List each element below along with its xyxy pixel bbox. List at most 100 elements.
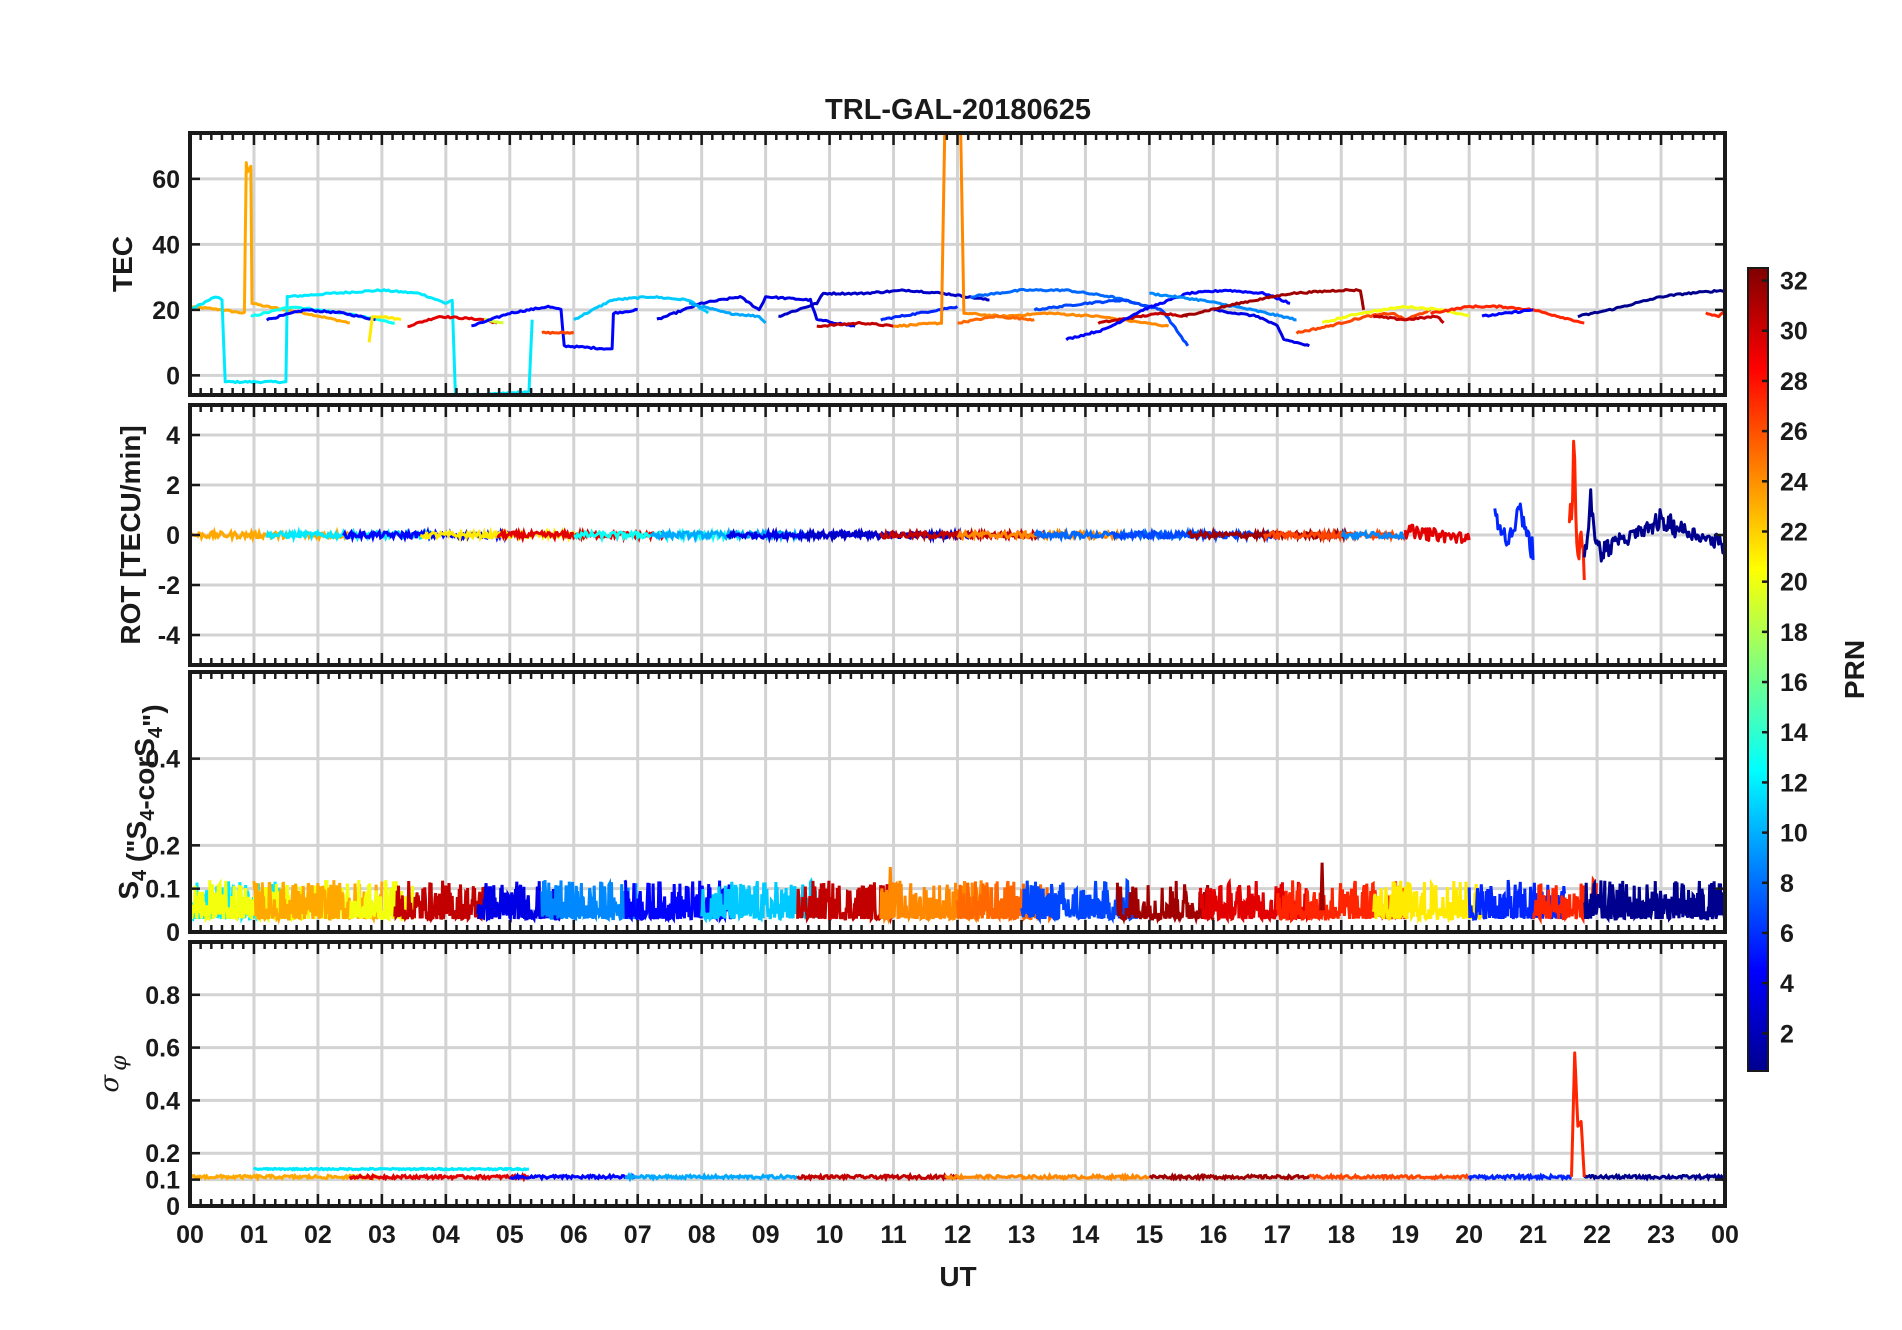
colorbar-tick-label: 18 (1780, 619, 1808, 647)
x-tick-label: 13 (1008, 1221, 1036, 1249)
s4-series-group (190, 862, 1725, 925)
colorbar-tick-label: 28 (1780, 368, 1808, 396)
x-tick-label: 20 (1455, 1221, 1483, 1249)
colorbar-tick-label: 4 (1780, 970, 1794, 998)
y-axis-label: ROT [TECU/min] (115, 425, 146, 644)
tec-series-prn-25 (957, 314, 1035, 325)
x-tick-label: 06 (560, 1221, 588, 1249)
s4-series-prn-30 (796, 880, 895, 925)
colorbar-tick-label: 30 (1780, 318, 1808, 346)
tec-series-prn-21 (367, 315, 402, 343)
sigma-series-prn-30 (796, 1171, 959, 1183)
x-tick-label: 03 (368, 1221, 396, 1249)
panel-s4: 0 0.1 0.2 0.4S4 ("S4-corS4") (113, 670, 1727, 947)
tec-series-prn-4 (656, 295, 856, 328)
y-tick-label: 0 (166, 919, 180, 947)
s4-series-prn-31 (1115, 880, 1215, 925)
x-tick-label: 08 (688, 1221, 716, 1249)
sigma-series-prn-1 (1583, 1172, 1725, 1182)
y-axis-label: S4 ("S4-corS4") (113, 704, 168, 899)
rot-series-prn-29 (1403, 523, 1471, 544)
colorbar-tick-label: 2 (1780, 1020, 1794, 1048)
y-tick-label: -4 (158, 622, 180, 650)
colorbar-label: PRN (1839, 640, 1870, 699)
x-tick-label: 05 (496, 1221, 524, 1249)
s4-spike-prn-31 (1319, 862, 1325, 911)
x-axis-label: UT (939, 1261, 976, 1292)
tec-series-prn-7 (1033, 298, 1190, 347)
sigma-series-prn-31 (1148, 1172, 1311, 1182)
x-tick-label: 21 (1519, 1221, 1547, 1249)
tec-series-prn-11 (573, 295, 710, 322)
sigma_phi-series-prn-12 (252, 1166, 530, 1172)
y-tick-label: 60 (152, 166, 180, 194)
x-tick-label: 00 (176, 1221, 204, 1249)
tec-series-prn-4 (1212, 307, 1311, 348)
tec-series-prn-24 (893, 133, 1170, 329)
y-tick-label: 0.8 (145, 982, 180, 1010)
y-tick-label: 0 (166, 1193, 180, 1221)
x-tick-label: 22 (1583, 1221, 1611, 1249)
x-tick-label: 18 (1327, 1221, 1355, 1249)
tec-series-prn-26 (541, 330, 574, 335)
s4-series-prn-21 (1371, 878, 1483, 925)
colorbar-tick-label: 24 (1780, 468, 1808, 496)
x-tick-label: 16 (1199, 1221, 1227, 1249)
colorbar-tick-label: 32 (1780, 268, 1808, 296)
y-axis-label: TEC (107, 236, 138, 292)
sigma-series-prn-24 (944, 1171, 1150, 1182)
rot-series-group (190, 439, 1725, 581)
sigma-series-prn-5 (509, 1172, 639, 1182)
y-tick-label: 0.2 (145, 1140, 180, 1168)
sigma-series-prn-6 (1467, 1172, 1572, 1182)
y-tick-label: 0.1 (145, 876, 180, 904)
x-tick-label: 04 (432, 1221, 460, 1249)
tec-series-prn-23 (190, 161, 350, 325)
sigma_phi-series-group (190, 1051, 1725, 1183)
panel-sigma_phi: 00.10.2 0.4 0.6 0.8 σφ (95, 940, 1727, 1221)
tec-series-prn-8 (970, 288, 1137, 305)
x-tick-label: 09 (752, 1221, 780, 1249)
colorbar-tick-label: 20 (1780, 569, 1808, 597)
panel-tec: 0 20 40 60 TEC (107, 131, 1727, 397)
tec-series-prn-9 (1149, 291, 1297, 322)
tec-series-prn-31 (1180, 288, 1366, 318)
colorbar-tick-label: 10 (1780, 820, 1808, 848)
y-tick-label: 40 (152, 231, 180, 259)
y-tick-label: 0.6 (145, 1035, 180, 1063)
x-tick-label: 17 (1263, 1221, 1291, 1249)
colorbar-tick-label: 12 (1780, 769, 1808, 797)
x-tick-label: 19 (1391, 1221, 1419, 1249)
tec-series-prn-30 (816, 321, 894, 328)
sigma-series-prn-10 (624, 1171, 799, 1183)
y-tick-label: 0.2 (145, 832, 180, 860)
tec-series-prn-27 (1705, 309, 1725, 319)
colorbar-gradient (1747, 267, 1769, 1072)
tec-series-prn-12 (190, 288, 534, 395)
colorbar-tick-label: 16 (1780, 669, 1808, 697)
y-tick-label: 2 (166, 472, 180, 500)
x-tick-label: 01 (240, 1221, 268, 1249)
tec-series-prn-5 (265, 308, 376, 322)
y-tick-label: 0.4 (145, 746, 180, 774)
tec-series-prn-5 (1481, 308, 1534, 318)
y-tick-label: 4 (166, 422, 180, 450)
x-tick-label: 00 (1711, 1221, 1739, 1249)
rot-series-prn-27 (1567, 439, 1586, 581)
x-tick-label: 12 (944, 1221, 972, 1249)
sigma_phi-series-prn-27 (1570, 1051, 1586, 1178)
x-tick-label: 10 (816, 1221, 844, 1249)
x-tick-label: 15 (1135, 1221, 1163, 1249)
x-tick-label: 14 (1072, 1221, 1100, 1249)
colorbar-tick-label: 8 (1780, 870, 1794, 898)
rot-series-prn-26 (1263, 526, 1407, 544)
y-tick-label: 0.4 (145, 1087, 180, 1115)
tec-series-prn-3 (778, 288, 990, 318)
s4-series-prn-1 (1582, 878, 1725, 924)
y-axis-label: σφ (95, 1055, 132, 1093)
rot-series-prn-9 (1341, 527, 1407, 542)
rot-series-prn-6 (1493, 502, 1535, 561)
y-tick-label: 20 (152, 297, 180, 325)
